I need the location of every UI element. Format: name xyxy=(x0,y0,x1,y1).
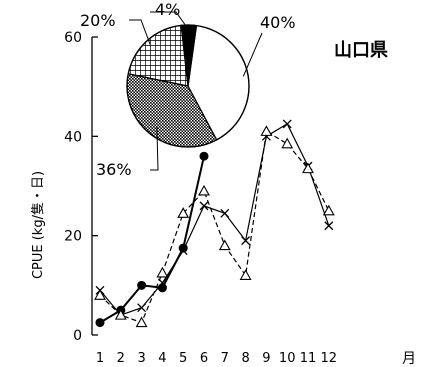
x-tick-label: 9 xyxy=(262,351,270,366)
data-point xyxy=(178,246,188,256)
pie-chart: 40% 36% 20% 4% xyxy=(80,0,296,179)
data-point xyxy=(220,208,230,218)
pie-leader-line xyxy=(150,11,190,31)
data-point xyxy=(239,269,252,280)
pie-outline xyxy=(126,24,250,148)
x-tick-label: 10 xyxy=(279,351,296,366)
pie-leader-line xyxy=(129,19,151,45)
data-point xyxy=(156,266,169,278)
data-point xyxy=(322,204,335,216)
data-point xyxy=(137,303,147,313)
data-point xyxy=(177,207,190,218)
y-axis-label: CPUE (kg/隻・日) xyxy=(31,171,46,279)
x-tick-label: 8 xyxy=(241,351,249,366)
pie-slice-label: 20% xyxy=(80,11,116,30)
series-3 xyxy=(94,125,335,328)
series-layer xyxy=(94,119,335,328)
x-tick-label: 5 xyxy=(179,351,187,366)
series-2 xyxy=(95,119,334,320)
data-point xyxy=(199,151,209,161)
data-point xyxy=(282,119,292,129)
data-point xyxy=(95,318,105,328)
series-line xyxy=(99,123,330,316)
y-tick-label: 20 xyxy=(64,229,82,245)
pie-slice-label: 40% xyxy=(260,13,296,32)
data-point xyxy=(135,316,148,328)
data-point xyxy=(218,239,231,251)
x-tick-label: 1 xyxy=(96,351,104,366)
data-point xyxy=(137,280,147,290)
x-tick-label: 12 xyxy=(321,351,338,366)
y-tick-label: 0 xyxy=(73,328,82,344)
region-label: 山口県 xyxy=(334,40,388,61)
x-tick-label: 3 xyxy=(137,351,145,366)
month-axis-label: 月 xyxy=(402,351,416,367)
y-tick-label: 40 xyxy=(64,129,82,145)
data-point xyxy=(114,309,127,320)
x-tick-label: 4 xyxy=(158,351,166,366)
pie-slice-label: 36% xyxy=(96,160,132,179)
series-1 xyxy=(95,151,209,328)
data-point xyxy=(94,289,106,300)
x-tick-label: 6 xyxy=(200,351,208,366)
data-point xyxy=(157,283,167,293)
data-point xyxy=(241,236,251,246)
data-point xyxy=(198,184,210,196)
data-point xyxy=(302,162,314,174)
x-tick-label: 7 xyxy=(221,351,229,366)
y-tick-label: 60 xyxy=(64,30,82,46)
pie-slice-label: 4% xyxy=(155,0,180,19)
data-point xyxy=(324,221,334,231)
data-point xyxy=(260,125,273,136)
x-tick-label: 2 xyxy=(117,351,125,366)
data-point xyxy=(281,137,294,149)
data-point xyxy=(199,201,209,211)
pie-leader-line xyxy=(150,127,159,171)
x-tick-label: 11 xyxy=(300,351,317,366)
pie-leader-line xyxy=(242,32,263,77)
